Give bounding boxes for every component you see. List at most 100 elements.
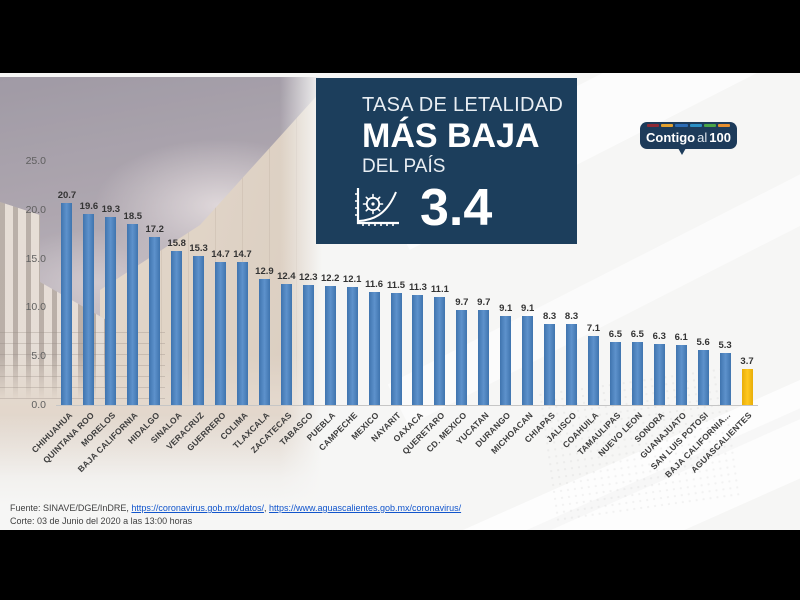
bar <box>127 224 139 405</box>
letterbox-top <box>0 0 800 73</box>
bar-column: 14.7 COLIMA <box>218 73 254 442</box>
bar <box>412 294 424 405</box>
bar-column: 6.3 SONORA <box>632 73 670 445</box>
bar-column: 14.7 GUERRERO <box>185 73 232 453</box>
bar-column: 5.3 BAJA CALIFORNIA... <box>663 73 736 479</box>
value-label: 7.1 <box>586 322 601 334</box>
bar <box>434 296 446 405</box>
bar-column: 12.9 TLAXCALA <box>231 73 275 450</box>
bar <box>324 285 336 405</box>
logo-speech-tail <box>678 148 686 155</box>
value-label: 5.6 <box>696 337 710 349</box>
value-label: 17.2 <box>145 224 164 236</box>
value-label: 14.7 <box>211 248 230 260</box>
bar-column: 3.7 AGUASCALIENTES <box>689 73 758 475</box>
bar <box>544 324 556 405</box>
source-link-aguascalientes[interactable]: https://www.aguascalientes.gob.mx/corona… <box>268 503 462 513</box>
bar <box>697 350 709 405</box>
bar-column: 17.2 HIDALGO <box>126 73 166 446</box>
bar <box>236 261 248 405</box>
bar-column: 19.3 MORELOS <box>79 73 122 449</box>
bars-container: 20.7 CHIHUAHUA 19.6 QUINTANA ROO 19.3 MORELOS… <box>29 73 758 480</box>
y-axis-tick-label: 10.0 <box>25 301 46 314</box>
value-label: 15.8 <box>167 237 186 249</box>
bar <box>83 213 95 405</box>
value-label: 11.6 <box>365 278 384 290</box>
headline-line1: TASA DE LETALIDAD <box>362 94 564 116</box>
photo-fade <box>0 415 322 505</box>
value-label: 19.6 <box>79 200 99 212</box>
bar-column: 18.5 BAJA CALIFORNIA <box>76 73 144 474</box>
y-axis-tick-label: 25.0 <box>25 155 46 167</box>
value-label: 12.2 <box>320 272 340 284</box>
bar <box>390 292 402 405</box>
bar <box>215 261 227 405</box>
value-label: 9.1 <box>521 303 535 315</box>
value-label: 6.5 <box>608 328 623 340</box>
bar-column: 9.1 DURANGO <box>474 73 517 449</box>
value-label: 14.7 <box>233 248 252 260</box>
bar-column: 12.1 CAMPECHE <box>317 73 363 453</box>
value-label: 11.3 <box>408 281 427 293</box>
bar <box>478 310 490 405</box>
bar <box>500 316 512 405</box>
value-label: 9.1 <box>499 303 513 315</box>
y-axis-tick-label: 15.0 <box>25 252 46 265</box>
bar <box>346 286 358 405</box>
source-link-coronavirus[interactable]: https://coronavirus.gob.mx/datos/ <box>131 503 264 513</box>
highlighted-bar <box>741 368 753 405</box>
bar <box>105 216 117 405</box>
logo-text: Contigo al 100 <box>646 129 731 145</box>
bar <box>193 255 205 405</box>
value-label: 5.3 <box>718 340 732 352</box>
value-label: 19.3 <box>101 203 121 215</box>
value-label: 20.7 <box>57 189 77 201</box>
bar <box>675 345 687 405</box>
value-label: 18.5 <box>123 211 143 223</box>
bar-column: 11.5 NAYARIT <box>369 73 407 444</box>
letterbox-bottom <box>0 530 800 600</box>
logo-color-dashes <box>647 124 731 127</box>
bar <box>609 341 621 405</box>
value-label: 12.9 <box>255 266 274 278</box>
bar <box>631 341 643 405</box>
bar <box>522 316 534 405</box>
headline-line3: DEL PAÍS <box>362 156 446 178</box>
value-label: 9.7 <box>477 297 491 309</box>
bar-column: 8.3 JALISCO <box>544 73 583 444</box>
value-label: 8.3 <box>564 311 579 322</box>
logo-dash <box>689 124 702 127</box>
headline-value: 3.4 <box>420 179 493 238</box>
y-axis-tick-label: 0.0 <box>31 399 46 411</box>
headline-card: TASA DE LETALIDAD MÁS BAJA DEL PAÍS 3.4 <box>316 78 577 244</box>
bar-column: 19.6 QUINTANA ROO <box>41 73 100 465</box>
bar <box>149 237 161 405</box>
value-label: 12.3 <box>299 271 318 283</box>
bar <box>368 291 380 405</box>
logo-dash <box>717 124 731 127</box>
bar-column: 7.1 COAHUILA <box>561 73 605 450</box>
logo-dash <box>675 124 688 127</box>
x-axis-line <box>56 405 758 406</box>
bar-column: 11.3 OAXACA <box>391 73 429 444</box>
bar <box>61 202 73 405</box>
virus-growth-chart-icon <box>355 188 399 227</box>
value-label: 3.7 <box>740 355 754 367</box>
bar-column: 11.1 QUERETARO <box>401 73 451 457</box>
value-label: 6.1 <box>674 332 688 344</box>
value-label: 11.1 <box>430 283 449 295</box>
bar-column: 6.5 TAMAULIPAS <box>575 73 626 457</box>
bar <box>719 353 731 405</box>
fatality-bar-chart: 25.0 20.0 15.0 10.0 5.0 0.0 20.7 CHIHUAHUA 19.6… <box>0 73 800 530</box>
bar-column: 6.1 GUANAJUATO <box>638 73 692 460</box>
bar-column: 8.3 CHIAPAS <box>522 73 561 445</box>
source-line: Fuente: SINAVE/DGE/InDRE, https://corona… <box>10 503 462 513</box>
bar <box>587 335 599 405</box>
logo-dash <box>661 124 674 127</box>
bar-column: 11.6 MEXICO <box>350 73 385 442</box>
value-label: 15.3 <box>189 242 208 254</box>
headline-line2: MÁS BAJA <box>362 117 540 155</box>
value-label: 9.7 <box>455 297 469 309</box>
bar-column: 9.7 YUCATAN <box>454 73 495 446</box>
